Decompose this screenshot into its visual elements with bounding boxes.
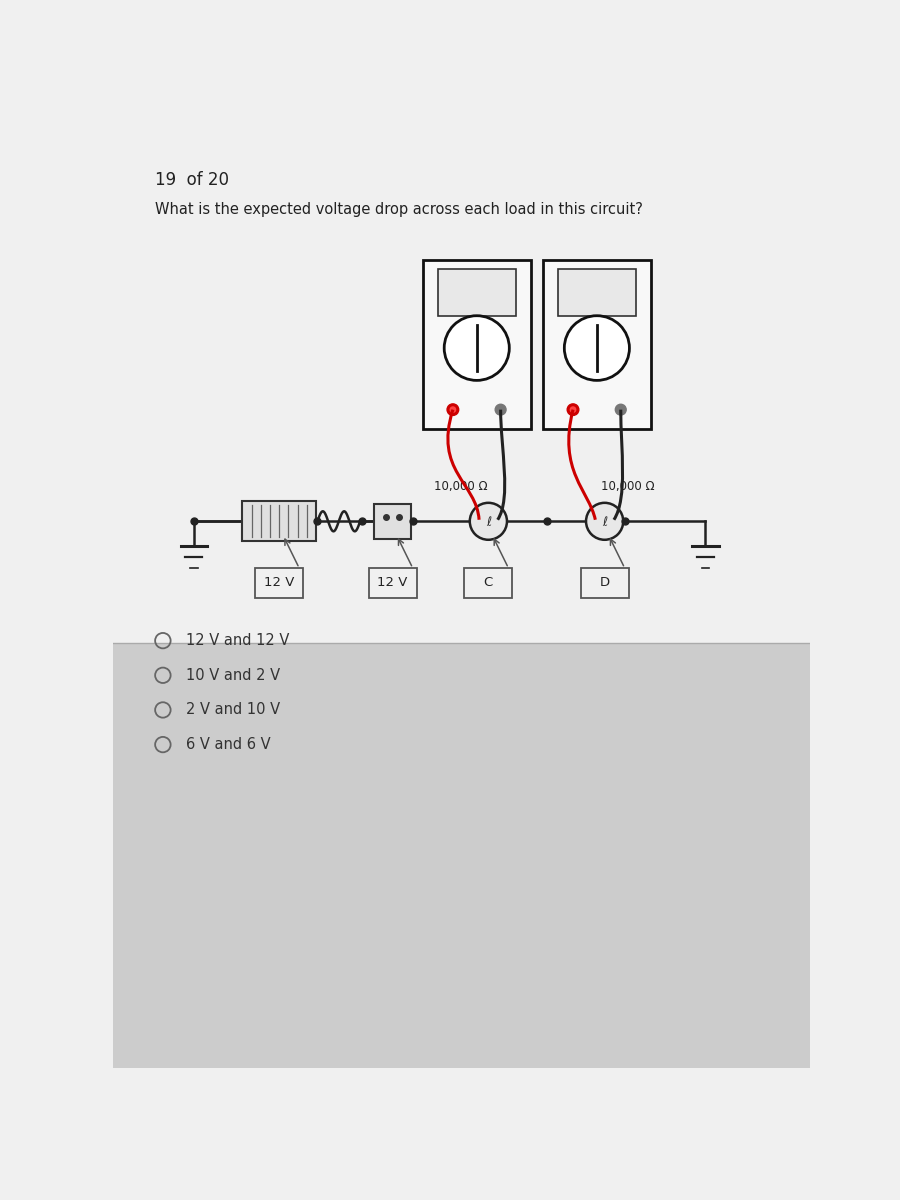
- Text: 10 V and 2 V: 10 V and 2 V: [186, 667, 280, 683]
- Circle shape: [586, 503, 623, 540]
- Text: D: D: [599, 576, 609, 589]
- FancyBboxPatch shape: [543, 259, 651, 428]
- Circle shape: [567, 404, 579, 415]
- Circle shape: [445, 316, 509, 380]
- FancyBboxPatch shape: [580, 569, 628, 598]
- FancyBboxPatch shape: [437, 269, 516, 316]
- Text: 6 V and 6 V: 6 V and 6 V: [186, 737, 271, 752]
- Text: 10,000 Ω: 10,000 Ω: [601, 480, 654, 493]
- Text: What is the expected voltage drop across each load in this circuit?: What is the expected voltage drop across…: [155, 202, 643, 217]
- Text: 12 V: 12 V: [264, 576, 294, 589]
- Text: 12 V: 12 V: [377, 576, 408, 589]
- Text: ℓ: ℓ: [602, 516, 608, 529]
- Text: 2 V and 10 V: 2 V and 10 V: [186, 702, 280, 718]
- FancyBboxPatch shape: [369, 569, 417, 598]
- Circle shape: [564, 316, 629, 380]
- Text: 19  of 20: 19 of 20: [155, 170, 230, 188]
- Circle shape: [571, 407, 576, 413]
- FancyBboxPatch shape: [255, 569, 303, 598]
- Text: C: C: [484, 576, 493, 589]
- Circle shape: [447, 404, 459, 415]
- Circle shape: [470, 503, 507, 540]
- Text: 12 V and 12 V: 12 V and 12 V: [186, 634, 290, 648]
- FancyBboxPatch shape: [112, 643, 810, 1068]
- FancyBboxPatch shape: [422, 259, 531, 428]
- Text: ℓ: ℓ: [486, 516, 491, 529]
- FancyBboxPatch shape: [374, 504, 411, 539]
- FancyBboxPatch shape: [464, 569, 512, 598]
- FancyBboxPatch shape: [242, 502, 316, 541]
- Circle shape: [495, 404, 506, 415]
- FancyBboxPatch shape: [558, 269, 636, 316]
- FancyBboxPatch shape: [112, 144, 810, 643]
- Circle shape: [616, 404, 626, 415]
- Circle shape: [450, 407, 455, 413]
- Text: 10,000 Ω: 10,000 Ω: [434, 480, 488, 493]
